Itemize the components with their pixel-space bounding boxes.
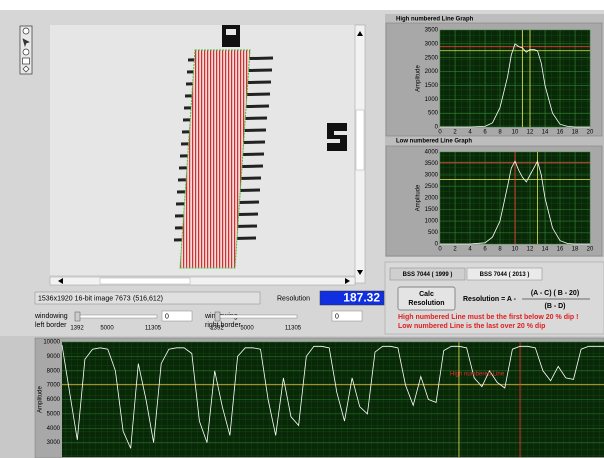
top-strip	[0, 0, 604, 10]
numeric-input[interactable]	[331, 310, 363, 322]
slider-thumb[interactable]	[214, 311, 221, 322]
x-tick-label: 2	[453, 130, 457, 136]
y-tick-label: 2000	[425, 69, 439, 75]
chart-title: Low numbered Line Graph	[396, 139, 472, 145]
x-tick-label: 2	[453, 247, 457, 253]
y-tick-label: 1500	[425, 83, 439, 89]
y-tick-label: 2000	[425, 196, 439, 202]
resolution-label: Resolution	[277, 295, 310, 302]
x-tick-label: 20	[587, 247, 594, 253]
slider-tick: 11305	[285, 326, 302, 332]
y-tick-label: 3000	[47, 440, 61, 446]
x-tick-label: 6	[483, 130, 487, 136]
y-tick-label: 5000	[47, 411, 61, 417]
y-tick-label: 1000	[425, 97, 439, 103]
trace	[440, 160, 590, 245]
y-tick-label: 0	[435, 125, 439, 131]
trace	[440, 43, 590, 128]
chart-title: High numbered Line Graph	[396, 17, 474, 23]
y-axis-label: Amplitude	[38, 386, 44, 413]
x-tick-label: 8	[498, 247, 502, 253]
y-tick-label: 3000	[425, 173, 439, 179]
note: Low numbered Line is the last over 20 % …	[398, 323, 545, 330]
y-tick-label: 3500	[425, 28, 439, 34]
trace	[61, 344, 604, 449]
y-tick-label: 1500	[425, 207, 439, 213]
resolution-box	[319, 290, 385, 306]
y-tick-label: 1000	[425, 219, 439, 225]
x-tick-label: 16	[557, 247, 564, 253]
y-tick-label: 9000	[47, 354, 61, 360]
x-tick-label: 4	[468, 130, 472, 136]
y-tick-label: 7000	[47, 383, 61, 389]
x-tick-label: 10	[512, 247, 519, 253]
slider-label: right border	[205, 322, 241, 329]
slider-tick: 11305	[145, 326, 162, 332]
x-tick-label: 12	[527, 130, 534, 136]
x-tick-label: 18	[572, 247, 579, 253]
x-tick-label: 10	[512, 130, 519, 136]
y-tick-label: 6000	[47, 397, 61, 403]
slider-tick: 5000	[100, 326, 114, 332]
slider-tick: 1392	[210, 326, 224, 332]
numeric-value: 0	[335, 313, 339, 320]
tab[interactable]	[466, 267, 543, 281]
tab[interactable]	[389, 267, 466, 281]
y-tick-label: 8000	[47, 368, 61, 374]
slider-thumb[interactable]	[74, 311, 81, 322]
annotation: High numbered Line	[450, 372, 505, 378]
x-tick-label: 6	[483, 247, 487, 253]
button-label: Calc	[419, 291, 434, 298]
slider-label: left border	[35, 322, 67, 329]
x-tick-label: 18	[572, 130, 579, 136]
y-tick-label: 2500	[425, 184, 439, 190]
tab-label: BSS 7044 ( 2013 )	[480, 272, 530, 278]
coords: (516,612)	[133, 295, 163, 302]
slider-track[interactable]	[76, 314, 158, 319]
x-tick-label: 0	[438, 130, 442, 136]
image-info: 1536x1920 16-bit image 7673	[38, 295, 131, 302]
y-tick-label: 500	[428, 111, 439, 117]
x-tick-label: 14	[542, 130, 549, 136]
numeric-value: 0	[165, 313, 169, 320]
y-axis-label: Amplitude	[416, 184, 422, 211]
tab-label: BSS 7044 ( 1999 )	[403, 272, 453, 278]
toolbar[interactable]	[19, 25, 33, 75]
y-axis-label: Amplitude	[416, 65, 422, 92]
x-tick-label: 12	[527, 247, 534, 253]
calc-button[interactable]	[397, 286, 456, 311]
slider-tick: 5000	[240, 326, 254, 332]
y-tick-label: 2500	[425, 55, 439, 61]
y-tick-label: 4000	[425, 150, 439, 156]
y-tick-label: 10000	[43, 340, 60, 346]
slider-tick: 1392	[70, 326, 84, 332]
x-tick-label: 20	[587, 130, 594, 136]
y-tick-label: 3000	[425, 41, 439, 47]
numeric-input[interactable]	[161, 310, 193, 322]
formula-denominator: (B - D)	[545, 303, 566, 310]
formula-lhs: Resolution = A -	[463, 296, 517, 303]
info-box	[34, 291, 261, 305]
y-tick-label: 0	[435, 242, 439, 248]
x-tick-label: 8	[498, 130, 502, 136]
button-label: Resolution	[408, 300, 444, 307]
x-tick-label: 16	[557, 130, 564, 136]
image-viewer[interactable]	[49, 24, 366, 286]
slider-label: windowing	[34, 313, 68, 320]
formula-numerator: (A - C) ( B - 20)	[531, 290, 579, 297]
x-tick-label: 4	[468, 247, 472, 253]
slider-track[interactable]	[216, 314, 298, 319]
x-tick-label: 0	[438, 247, 442, 253]
y-tick-label: 4000	[47, 426, 61, 432]
y-tick-label: 500	[428, 230, 439, 236]
x-tick-label: 14	[542, 247, 549, 253]
y-tick-label: 3500	[425, 161, 439, 167]
resolution-value: 187.32	[343, 291, 380, 305]
note: High numbered Line must be the first bel…	[398, 314, 578, 321]
